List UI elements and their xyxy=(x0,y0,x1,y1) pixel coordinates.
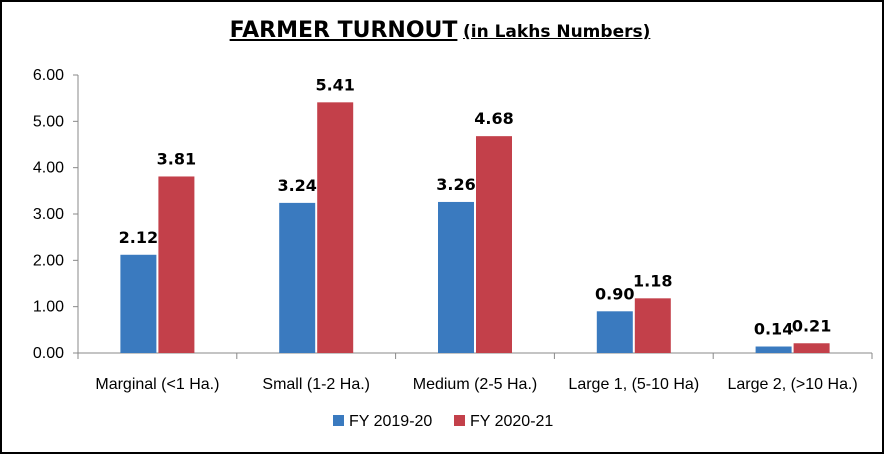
data-label: 0.21 xyxy=(792,316,831,335)
data-label: 3.26 xyxy=(436,175,475,194)
data-label: 4.68 xyxy=(474,109,513,128)
y-tick-label: 6.00 xyxy=(33,67,64,84)
bar-fy2020-21 xyxy=(476,136,512,353)
x-category-label: Large 1, (5-10 Ha) xyxy=(568,376,699,393)
x-category-label: Medium (2-5 Ha.) xyxy=(413,376,537,393)
bar-fy2019-20 xyxy=(279,202,316,353)
x-category-label: Marginal (<1 Ha.) xyxy=(95,376,219,393)
bar-fy2019-20 xyxy=(120,254,157,353)
y-tick-label: 5.00 xyxy=(33,113,64,130)
data-label: 1.18 xyxy=(633,271,672,290)
y-tick-label: 4.00 xyxy=(33,160,64,177)
bar-fy2019-20 xyxy=(755,346,792,353)
chart-title-main: FARMER TURNOUT xyxy=(229,18,458,43)
y-tick-label: 1.00 xyxy=(33,299,64,316)
data-label: 3.24 xyxy=(277,176,316,195)
x-category-label: Small (1-2 Ha.) xyxy=(262,376,370,393)
y-tick-label: 3.00 xyxy=(33,206,64,223)
chart-title-subtitle: (in Lakhs Numbers) xyxy=(462,22,651,42)
legend-label: FY 2019-20 xyxy=(349,413,432,430)
y-tick-label: 0.00 xyxy=(33,345,64,362)
chart-title: FARMER TURNOUT (in Lakhs Numbers) xyxy=(0,18,880,43)
data-label: 2.12 xyxy=(119,228,158,247)
bar-fy2020-21 xyxy=(634,298,671,353)
bar-fy2020-21 xyxy=(793,343,830,353)
legend-label: FY 2020-21 xyxy=(470,413,553,430)
data-label: 5.41 xyxy=(315,75,354,94)
bar-fy2020-21 xyxy=(317,102,354,353)
data-label: 0.90 xyxy=(595,284,634,303)
bar-fy2020-21 xyxy=(158,176,195,353)
y-tick-label: 2.00 xyxy=(33,252,64,269)
legend-swatch xyxy=(333,415,344,426)
legend-swatch xyxy=(454,415,465,426)
bar-fy2019-20 xyxy=(596,311,633,353)
x-category-label: Large 2, (>10 Ha.) xyxy=(727,376,857,393)
bar-fy2019-20 xyxy=(438,201,474,353)
data-label: 0.14 xyxy=(754,320,793,339)
data-label: 3.81 xyxy=(157,149,196,168)
